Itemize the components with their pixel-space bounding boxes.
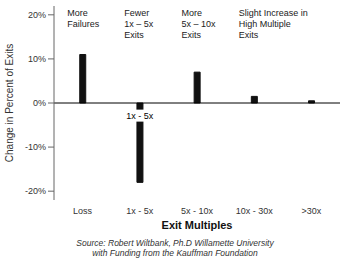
svg-text:1x - 5x: 1x - 5x bbox=[126, 111, 154, 121]
svg-text:Fewer1x – 5xExits: Fewer1x – 5xExits bbox=[124, 8, 154, 40]
svg-text:0%: 0% bbox=[33, 98, 46, 108]
svg-text:10x - 30x: 10x - 30x bbox=[236, 206, 274, 216]
svg-text:1x - 5x: 1x - 5x bbox=[126, 206, 154, 216]
html-text:Source: Robert Wiltbank, Ph.D: Source: Robert Wiltbank, Ph.D Willamette… bbox=[76, 238, 274, 259]
svg-text:10%: 10% bbox=[28, 54, 46, 64]
svg-text:5x - 10x: 5x - 10x bbox=[181, 206, 214, 216]
svg-text:>30x: >30x bbox=[302, 206, 322, 216]
svg-text:-10%: -10% bbox=[25, 142, 46, 152]
svg-text:More5x – 10xExits: More5x – 10xExits bbox=[182, 8, 217, 40]
svg-text:Loss: Loss bbox=[73, 206, 93, 216]
svg-text:20%: 20% bbox=[28, 10, 46, 20]
svg-text:Exit Multiples: Exit Multiples bbox=[162, 219, 233, 231]
svg-text:-20%: -20% bbox=[25, 186, 46, 196]
svg-text:Change in Percent of Exits: Change in Percent of Exits bbox=[8, 44, 15, 162]
svg-text:Slight Increase inHigh Multipl: Slight Increase inHigh MultipleExits bbox=[239, 8, 308, 40]
svg-text:MoreFailures: MoreFailures bbox=[67, 8, 100, 29]
